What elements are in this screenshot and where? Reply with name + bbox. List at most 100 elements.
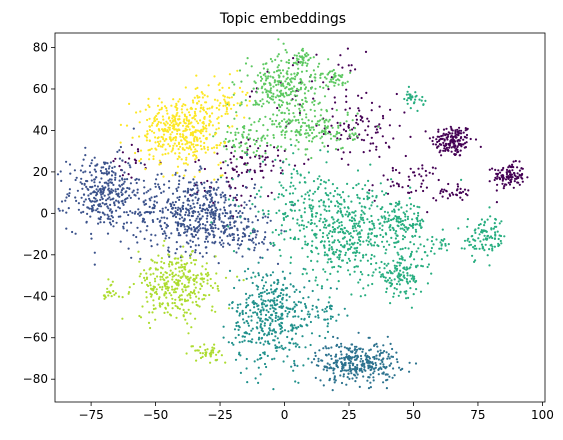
data-point: [209, 213, 212, 216]
data-point: [227, 307, 231, 310]
data-point: [100, 196, 103, 199]
data-point: [369, 163, 372, 166]
data-point: [302, 227, 305, 230]
data-point: [287, 330, 290, 333]
data-point: [338, 202, 341, 206]
data-point: [266, 340, 270, 343]
data-point: [197, 100, 200, 103]
data-point: [302, 102, 305, 105]
data-point: [355, 350, 358, 353]
data-point: [516, 166, 519, 169]
data-point: [185, 158, 188, 161]
data-point: [308, 80, 311, 83]
data-point: [315, 53, 318, 56]
data-point: [373, 199, 376, 202]
data-point: [341, 228, 344, 231]
data-point: [171, 147, 175, 150]
data-point: [462, 143, 465, 146]
data-point: [317, 298, 320, 301]
data-point: [500, 169, 503, 172]
data-point: [258, 295, 261, 298]
data-point: [283, 238, 286, 241]
data-point: [494, 231, 497, 234]
data-point: [399, 227, 402, 230]
data-point: [269, 89, 272, 92]
data-point: [395, 288, 398, 291]
data-point: [181, 288, 184, 291]
data-point: [319, 229, 322, 232]
data-point: [157, 254, 160, 257]
data-point: [224, 214, 227, 218]
data-point: [368, 149, 371, 152]
data-point: [128, 286, 131, 289]
x-tick-label: 75: [470, 408, 485, 422]
data-point: [300, 105, 303, 108]
data-point: [176, 157, 179, 161]
data-point: [473, 247, 476, 250]
data-point: [157, 120, 160, 124]
data-point: [197, 244, 200, 247]
data-point: [362, 287, 365, 290]
data-point: [195, 138, 198, 141]
data-point: [333, 378, 336, 381]
data-point: [248, 234, 251, 238]
data-point: [516, 175, 519, 178]
data-point: [259, 162, 262, 165]
data-point: [279, 172, 283, 175]
data-point: [199, 119, 202, 122]
data-point: [354, 374, 357, 377]
data-point: [356, 224, 360, 227]
data-point: [315, 135, 318, 138]
data-point: [379, 233, 382, 237]
data-point: [397, 215, 401, 218]
data-point: [269, 324, 272, 327]
data-point: [209, 120, 212, 123]
data-point: [218, 108, 221, 111]
data-point: [246, 146, 249, 149]
data-point: [348, 107, 351, 110]
data-point: [505, 168, 509, 171]
data-point: [368, 220, 371, 224]
data-point: [501, 182, 504, 185]
data-point: [84, 170, 87, 173]
data-point: [488, 168, 491, 171]
data-point: [222, 104, 225, 107]
data-point: [188, 227, 191, 230]
data-point: [190, 148, 193, 151]
data-point: [156, 275, 159, 278]
data-point: [214, 224, 217, 227]
data-point: [401, 367, 404, 370]
data-point: [408, 223, 411, 226]
data-point: [468, 244, 471, 247]
data-point: [398, 283, 401, 286]
data-point: [381, 360, 384, 364]
data-point: [254, 196, 257, 199]
data-point: [177, 118, 180, 121]
data-point: [406, 217, 409, 221]
data-point: [206, 198, 209, 201]
data-point: [292, 285, 295, 288]
data-point: [184, 122, 187, 125]
data-point: [294, 90, 297, 93]
data-point: [79, 169, 82, 172]
data-point: [438, 135, 441, 138]
data-point: [420, 175, 423, 178]
data-point: [307, 310, 310, 313]
data-point: [310, 80, 314, 83]
data-point: [261, 169, 264, 172]
data-point: [420, 258, 423, 261]
data-point: [440, 247, 443, 250]
data-point: [192, 145, 195, 148]
data-point: [329, 257, 332, 260]
data-point: [170, 261, 173, 264]
data-point: [196, 193, 199, 196]
data-point: [371, 189, 374, 192]
data-point: [187, 209, 190, 212]
data-point: [367, 274, 370, 277]
data-point: [99, 198, 102, 201]
data-point: [186, 322, 189, 325]
data-point: [328, 130, 331, 133]
data-point: [90, 179, 93, 182]
data-point: [322, 384, 325, 387]
data-point: [162, 273, 165, 276]
